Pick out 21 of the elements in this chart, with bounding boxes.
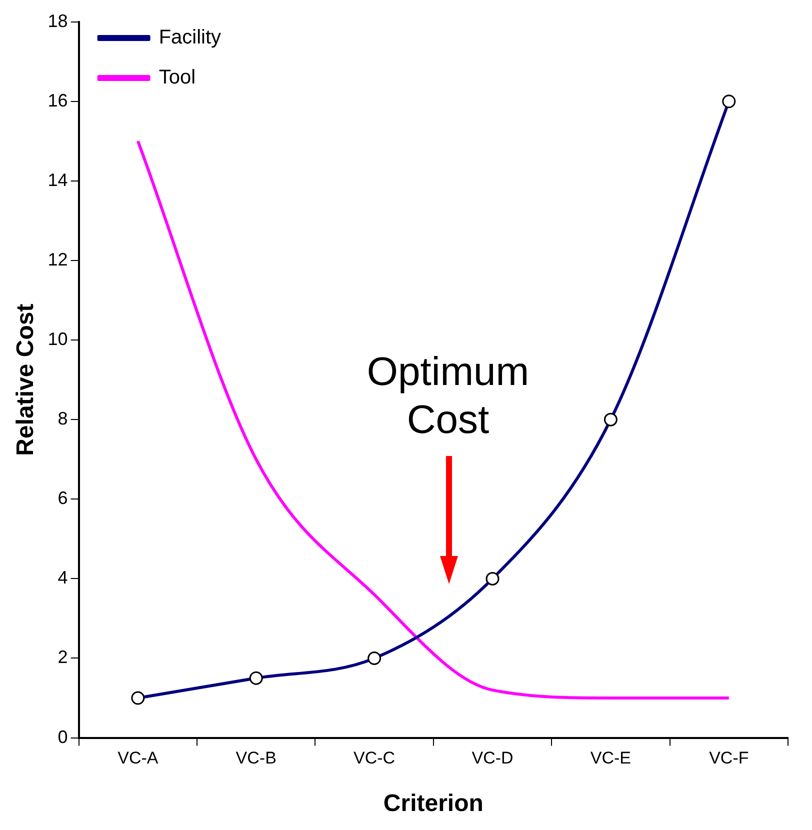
legend-label: Tool: [158, 66, 196, 89]
x-axis-title: Criterion: [383, 790, 484, 818]
annotation: Optimum Cost: [366, 349, 530, 444]
y-tick-label: 10: [48, 328, 68, 349]
y-tick-label: 2: [58, 647, 68, 668]
x-tick-label: VC-A: [118, 748, 159, 768]
y-tick-label: 6: [58, 488, 68, 508]
x-tick-label: VC-F: [709, 748, 749, 768]
y-tick-label: 18: [48, 10, 68, 31]
y-tick-label: 4: [58, 568, 68, 588]
legend-label: Facility: [158, 26, 222, 49]
y-tick-label: 8: [58, 408, 68, 429]
x-tick-label: VC-B: [236, 748, 276, 768]
x-tick-label: VC-C: [354, 748, 396, 768]
y-tick-label: 12: [48, 249, 68, 270]
x-tick-label: VC-D: [472, 748, 514, 768]
y-axis-title: Relative Cost: [12, 304, 40, 456]
x-tick-label: VC-E: [590, 748, 632, 768]
y-tick-label: 16: [48, 90, 68, 110]
y-tick-label: 0: [58, 726, 68, 747]
y-tick-label: 14: [48, 170, 68, 190]
